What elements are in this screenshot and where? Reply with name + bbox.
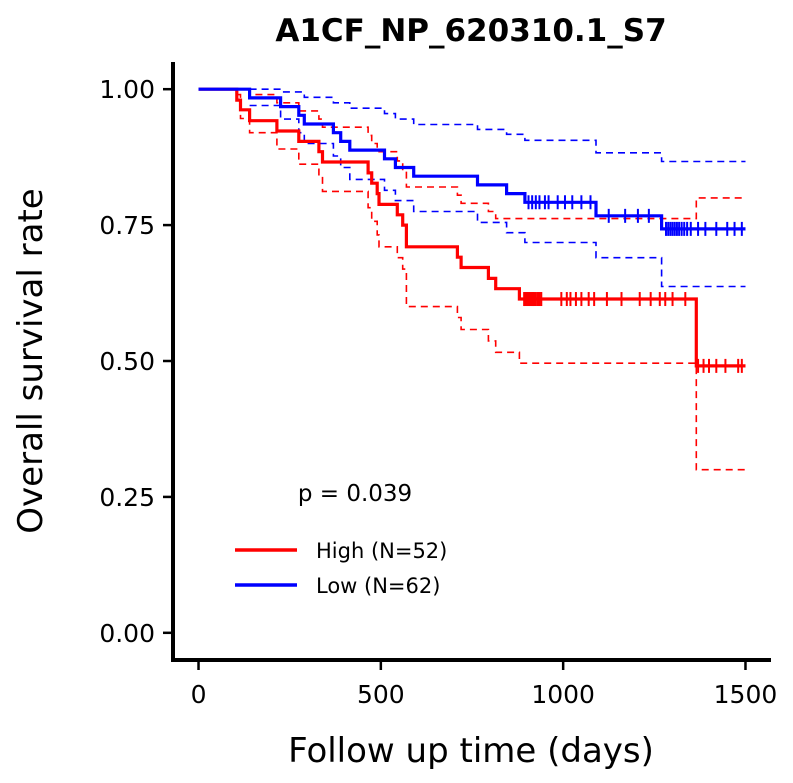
confidence-interval-layer bbox=[236, 88, 746, 471]
x-axis-label: Follow up time (days) bbox=[288, 731, 654, 771]
survival-curve-layer bbox=[198, 87, 746, 368]
x-tick-label-3: 1500 bbox=[714, 680, 778, 709]
legend: High (N=52) Low (N=62) bbox=[235, 539, 447, 598]
legend-label-high: High (N=52) bbox=[316, 539, 447, 563]
legend-label-low: Low (N=62) bbox=[316, 574, 440, 598]
y-tick-label-1: 0.25 bbox=[99, 483, 155, 512]
ci-lower-0 bbox=[236, 93, 746, 471]
p-value-annotation: p = 0.039 bbox=[298, 481, 412, 507]
y-tick-label-4: 1.00 bbox=[99, 75, 155, 104]
x-tick-label-2: 1000 bbox=[531, 680, 595, 709]
y-tick-label-0: 0.00 bbox=[99, 619, 155, 648]
y-ticks: 0.00 0.25 0.50 0.75 1.00 bbox=[99, 75, 173, 648]
ci-upper-0 bbox=[236, 88, 746, 220]
x-ticks: 0 500 1000 1500 bbox=[191, 660, 778, 709]
y-axis-label: Overall survival rate bbox=[11, 188, 51, 533]
survival-curve-1 bbox=[198, 87, 746, 231]
y-tick-label-3: 0.75 bbox=[99, 211, 155, 240]
chart-title: A1CF_NP_620310.1_S7 bbox=[275, 13, 666, 49]
x-tick-label-0: 0 bbox=[191, 680, 207, 709]
survival-curve-0 bbox=[198, 87, 746, 368]
x-tick-label-1: 500 bbox=[357, 680, 405, 709]
ci-lower-1 bbox=[249, 104, 746, 288]
ci-upper-1 bbox=[249, 88, 746, 163]
censor-marks-layer bbox=[523, 195, 743, 373]
y-tick-label-2: 0.50 bbox=[99, 347, 155, 376]
